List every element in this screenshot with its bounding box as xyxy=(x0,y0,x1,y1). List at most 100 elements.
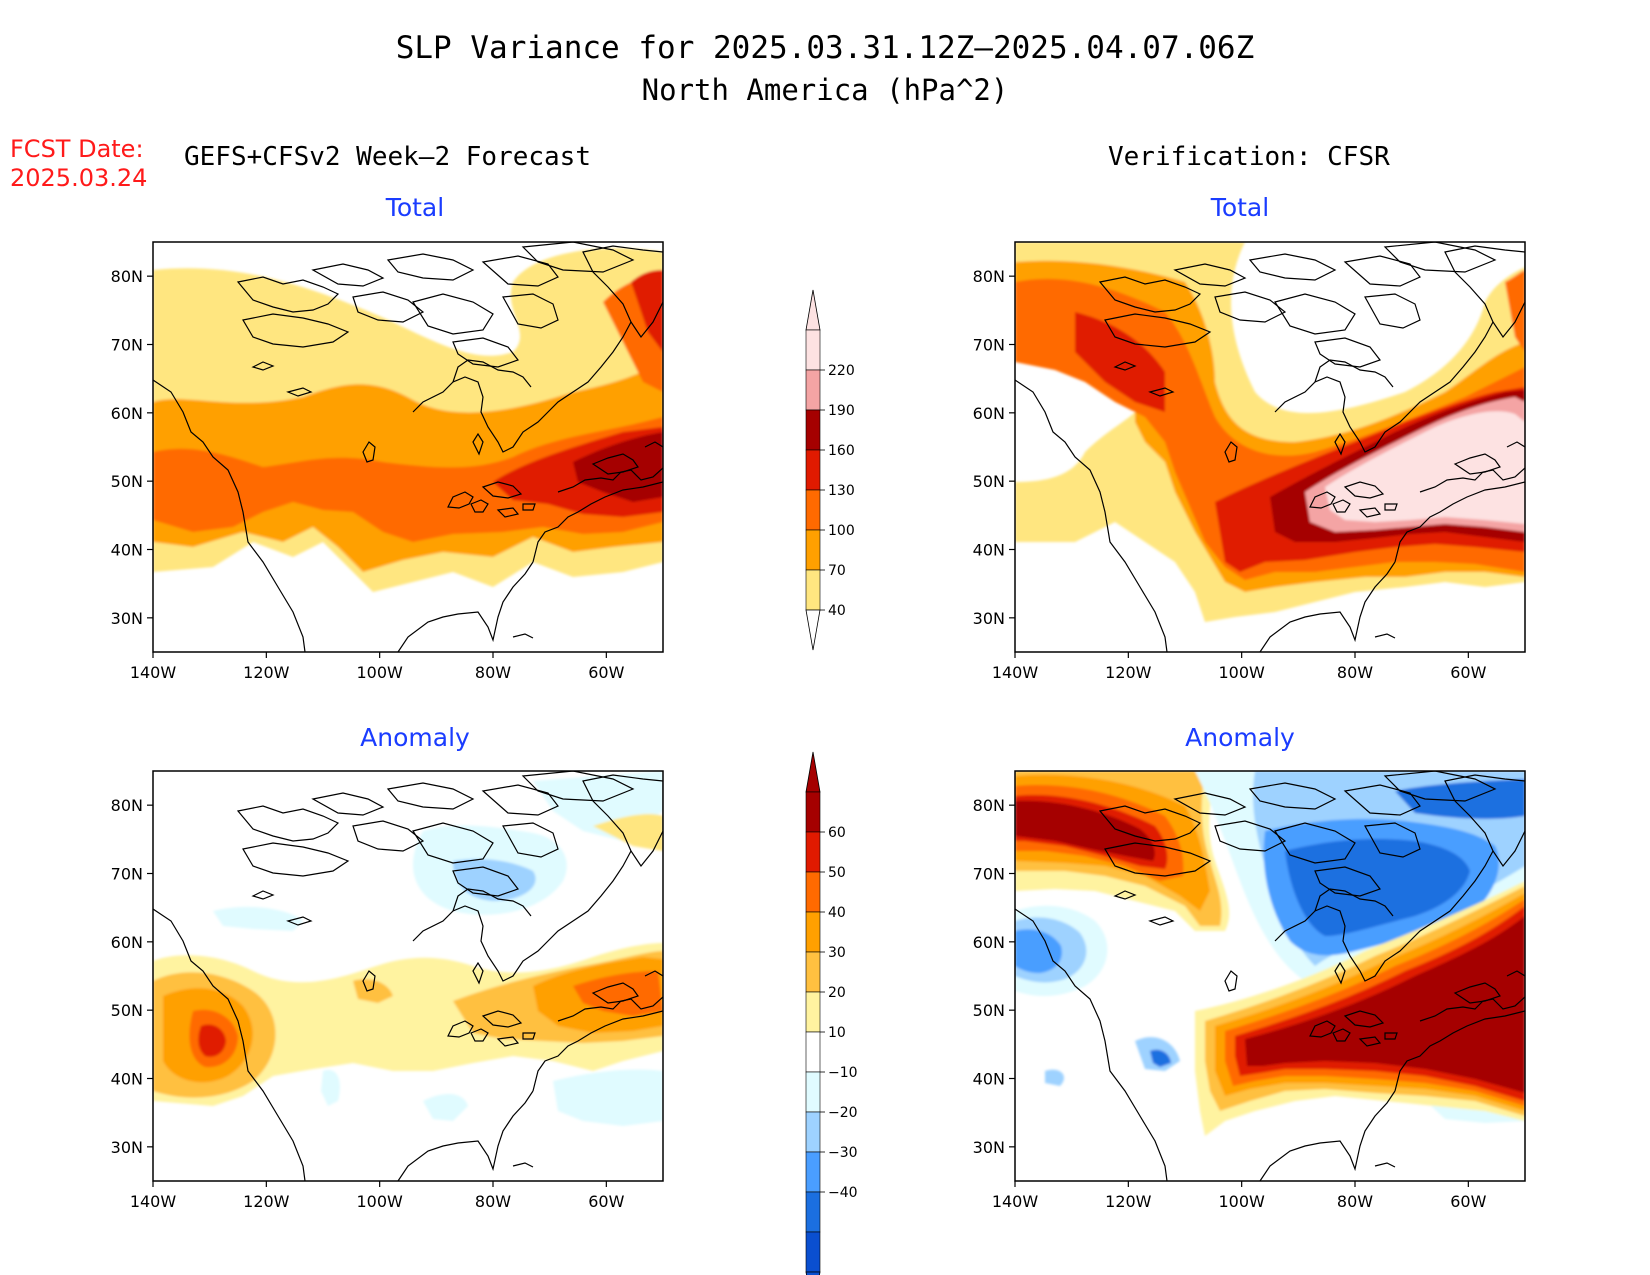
colorbar-label: 30 xyxy=(828,945,846,961)
lon-tick-label: 100W xyxy=(356,1192,403,1211)
colorbar-anomaly: 60 50 40 30 20 10 −10 −20 −30 −40 xyxy=(805,751,858,1275)
lat-tick-label: 50N xyxy=(111,472,143,491)
colorbar-arrow-bottom xyxy=(805,609,821,651)
lat-tick-label: 30N xyxy=(111,609,143,628)
lat-tick-label: 60N xyxy=(111,933,143,952)
lon-tick-label: 80W xyxy=(475,663,511,682)
lon-tick-label: 140W xyxy=(130,1192,177,1211)
lat-tick-label: 80N xyxy=(111,267,143,286)
colorbar-segment xyxy=(805,831,821,873)
lon-tick-label: 100W xyxy=(1218,1192,1265,1211)
lat-tick-label: 60N xyxy=(111,404,143,423)
colorbar-segment xyxy=(805,1151,821,1193)
chart-subtitle: North America (hPa^2) xyxy=(641,73,1009,107)
right-header: Verification: CFSR xyxy=(1108,142,1390,172)
left-header: GEFS+CFSv2 Week–2 Forecast xyxy=(184,142,591,172)
lat-tick-label: 30N xyxy=(973,609,1005,628)
lat-tick-label: 30N xyxy=(111,1138,143,1157)
colorbar-label: −40 xyxy=(828,1185,858,1201)
colorbar-arrow-bottom xyxy=(805,1271,821,1275)
colorbar-label: 10 xyxy=(828,1025,846,1041)
lat-tick-label: 40N xyxy=(111,541,143,560)
lat-tick-label: 80N xyxy=(973,796,1005,815)
colorbar-label: −10 xyxy=(828,1065,858,1081)
colorbar-label: −30 xyxy=(828,1145,858,1161)
colorbar-segment xyxy=(805,489,821,531)
lon-tick-label: 120W xyxy=(243,1192,290,1211)
colorbar-arrow-top xyxy=(805,289,821,331)
panel-title-forecast-total: Total xyxy=(385,193,445,222)
colorbar-label: 40 xyxy=(828,603,846,619)
lon-tick-label: 100W xyxy=(1218,663,1265,682)
lat-tick-label: 60N xyxy=(973,933,1005,952)
colorbar-label: 60 xyxy=(828,825,846,841)
map-axes: 140W 120W 100W 80W 60W 80N 70N 60N 50N 40N 30N 140W… xyxy=(111,267,1487,1211)
lat-tick-label: 80N xyxy=(973,267,1005,286)
lat-tick-label: 40N xyxy=(111,1070,143,1089)
lon-tick-label: 120W xyxy=(1105,1192,1152,1211)
colorbar-total: 220 190 160 130 100 70 40 xyxy=(805,289,855,651)
colorbar-label: 100 xyxy=(828,523,855,539)
lon-tick-label: 120W xyxy=(243,663,290,682)
colorbar-segment xyxy=(805,449,821,491)
lat-tick-label: 70N xyxy=(973,336,1005,355)
forecast-date-label: FCST Date: xyxy=(10,135,144,163)
colorbar-segment xyxy=(805,791,821,833)
lon-tick-label: 60W xyxy=(1450,663,1486,682)
panel-title-verification-total: Total xyxy=(1210,193,1270,222)
lon-tick-label: 80W xyxy=(1337,1192,1373,1211)
colorbar-label: 130 xyxy=(828,483,855,499)
map-verification-total xyxy=(1015,242,1525,652)
map-forecast-total xyxy=(153,242,663,652)
lat-tick-label: 50N xyxy=(111,1001,143,1020)
lat-tick-label: 70N xyxy=(973,865,1005,884)
lon-tick-label: 100W xyxy=(356,663,403,682)
lat-tick-label: 50N xyxy=(973,1001,1005,1020)
lon-tick-label: 80W xyxy=(1337,663,1373,682)
colorbar-segment xyxy=(805,991,821,1033)
chart-title: SLP Variance for 2025.03.31.12Z–2025.04.… xyxy=(395,30,1255,66)
colorbar-segment xyxy=(805,1191,821,1233)
lon-tick-label: 140W xyxy=(992,1192,1039,1211)
lat-tick-label: 70N xyxy=(111,336,143,355)
colorbar-segment xyxy=(805,1111,821,1153)
panel-title-verification-anomaly: Anomaly xyxy=(1185,723,1295,752)
colorbar-segment xyxy=(805,1071,821,1113)
lon-tick-label: 80W xyxy=(475,1192,511,1211)
colorbar-label: 220 xyxy=(828,363,855,379)
colorbar-segment xyxy=(805,871,821,913)
colorbar-label: 20 xyxy=(828,985,846,1001)
colorbar-label: 70 xyxy=(828,563,846,579)
lat-tick-label: 70N xyxy=(111,865,143,884)
lat-tick-label: 60N xyxy=(973,404,1005,423)
colorbar-label: 160 xyxy=(828,443,855,459)
colorbar-label: 190 xyxy=(828,403,855,419)
lon-tick-label: 140W xyxy=(992,663,1039,682)
map-forecast-anomaly xyxy=(153,771,663,1181)
lon-tick-label: 60W xyxy=(1450,1192,1486,1211)
lon-tick-label: 60W xyxy=(588,663,624,682)
map-verification-anomaly xyxy=(1015,771,1525,1181)
colorbar-segment xyxy=(805,951,821,993)
colorbar-label: 50 xyxy=(828,865,846,881)
colorbar-segment xyxy=(805,329,821,371)
lat-tick-label: 30N xyxy=(973,1138,1005,1157)
colorbar-label: 40 xyxy=(828,905,846,921)
forecast-date-value: 2025.03.24 xyxy=(10,164,148,192)
lon-tick-label: 140W xyxy=(130,663,177,682)
colorbar-segment xyxy=(805,369,821,411)
lon-tick-label: 120W xyxy=(1105,663,1152,682)
lon-tick-label: 60W xyxy=(588,1192,624,1211)
lat-tick-label: 40N xyxy=(973,1070,1005,1089)
forecast-date-block: FCST Date: 2025.03.24 xyxy=(10,135,147,193)
lat-tick-label: 40N xyxy=(973,541,1005,560)
colorbar-segment xyxy=(805,529,821,571)
panel-title-forecast-anomaly: Anomaly xyxy=(360,723,470,752)
colorbar-segment xyxy=(805,569,821,611)
colorbar-segment xyxy=(805,1031,821,1073)
lat-tick-label: 80N xyxy=(111,796,143,815)
colorbar-segment xyxy=(805,1231,821,1273)
lat-tick-label: 50N xyxy=(973,472,1005,491)
colorbar-arrow-top xyxy=(805,751,821,793)
